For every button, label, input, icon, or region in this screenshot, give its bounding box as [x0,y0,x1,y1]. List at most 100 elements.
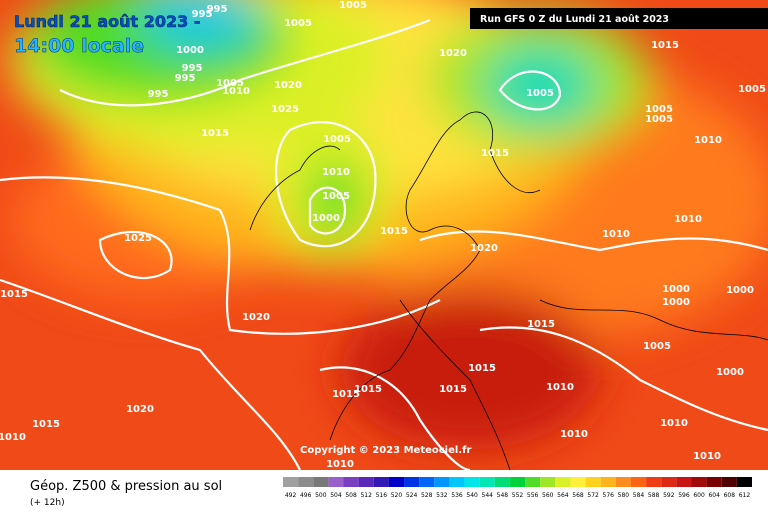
isobar-label: 1000 [662,297,690,308]
legend-value: 592 [663,492,675,499]
isobar-label: 1010 [326,459,354,470]
legend-value: 604 [708,492,720,499]
legend-value: 504 [330,492,342,499]
isobar-label: 1015 [468,363,496,374]
isobar-label: 995 [182,63,203,74]
isobar-label: 1015 [380,226,408,237]
legend-value: 564 [557,492,569,499]
isobar-label: 1005 [284,18,312,29]
legend-swatch [661,477,677,487]
legend-swatch [464,477,480,487]
isobar-label: 1020 [242,312,270,323]
isobar-label: 995 [148,89,169,100]
legend-swatch [600,477,616,487]
isobar-label: 995 [175,73,196,84]
isobar-label: 1015 [332,389,360,400]
legend-swatch [449,477,465,487]
legend-swatch [494,477,510,487]
legend-value: 608 [724,492,736,499]
time-label: 14:00 locale [14,35,144,57]
isobar-label: 1005 [216,78,244,89]
legend-swatch [434,477,450,487]
isobar-label: 1020 [274,80,302,91]
legend-swatch [328,477,344,487]
legend-value: 588 [648,492,660,499]
legend-value: 552 [512,492,524,499]
legend-swatch [540,477,556,487]
legend-swatch [630,477,647,487]
legend-value: 496 [300,492,312,499]
isobar-label: 1015 [439,384,467,395]
isobar-label: 1005 [323,134,351,145]
legend-swatch [691,477,707,487]
isobar-label: 1005 [526,88,554,99]
isobar-label: 1000 [726,285,754,296]
isobar-label: 1005 [322,191,350,202]
isobar-label: 1015 [32,419,60,430]
legend-swatch [555,477,571,487]
legend-value: 532 [436,492,448,499]
copyright: Copyright © 2023 Meteociel.fr [300,445,471,456]
isobar-label: 1010 [322,167,350,178]
isobar-label: 1005 [645,114,673,125]
isobar-label: 1005 [738,84,766,95]
isobar-label: 1005 [339,0,367,11]
isobar-label: 1010 [674,214,702,225]
isobar-label: 1010 [602,229,630,240]
isobar-label: 1025 [124,233,152,244]
legend-value: 568 [572,492,584,499]
legend-value: 544 [482,492,494,499]
coastlines [249,111,768,470]
legend-value: 548 [497,492,509,499]
legend-value: 572 [587,492,599,499]
run-box [470,8,768,29]
legend-value: 576 [603,492,615,499]
legend-swatch [313,477,329,487]
legend-value: 516 [376,492,388,499]
legend-swatch [646,477,662,487]
isobar-label: 1010 [693,451,721,462]
legend-swatch [404,477,420,487]
isobar-label: 1020 [126,404,154,415]
legend-value: 500 [315,492,327,499]
legend-value: 600 [693,492,705,499]
isobar-label: 1005 [643,341,671,352]
legend-value: 584 [633,492,645,499]
isobar-label: 1010 [0,432,26,443]
isobar-label: 1015 [527,319,555,330]
legend-swatch [525,477,541,487]
footer-title: Géop. Z500 & pression au sol [30,479,222,494]
isobar-label: 1000 [176,45,204,56]
isobar-label: 1005 [645,104,673,115]
legend-value: 512 [360,492,372,499]
legend-value: 508 [345,492,357,499]
isobar-label: 995 [192,9,213,20]
legend-swatch [706,477,722,487]
isobar-label: 1015 [0,289,28,300]
isobar-label: 1010 [546,382,574,393]
legend-swatch [736,477,752,487]
legend-swatch [509,477,526,487]
legend-swatch [298,477,314,487]
isobar-label: 1010 [694,135,722,146]
legend-swatch [388,477,405,487]
isobar-label: 1015 [201,128,229,139]
isobar-label: 1015 [354,384,382,395]
legend-value: 492 [285,492,297,499]
legend-swatch [570,477,586,487]
legend-swatch [373,477,389,487]
isobars [0,18,768,470]
legend-swatch [721,477,737,487]
isobar-label: 1000 [312,213,340,224]
legend-swatch [358,477,374,487]
legend-value: 528 [421,492,433,499]
isobar-label: 1000 [662,284,690,295]
legend-swatch [585,477,601,487]
legend-swatch [343,477,359,487]
legend-value: 612 [739,492,751,499]
isobar-label: 1015 [481,148,509,159]
isobar-label: 1025 [271,104,299,115]
run-label: Run GFS 0 Z du Lundi 21 août 2023 [480,14,669,25]
legend-swatch [676,477,692,487]
